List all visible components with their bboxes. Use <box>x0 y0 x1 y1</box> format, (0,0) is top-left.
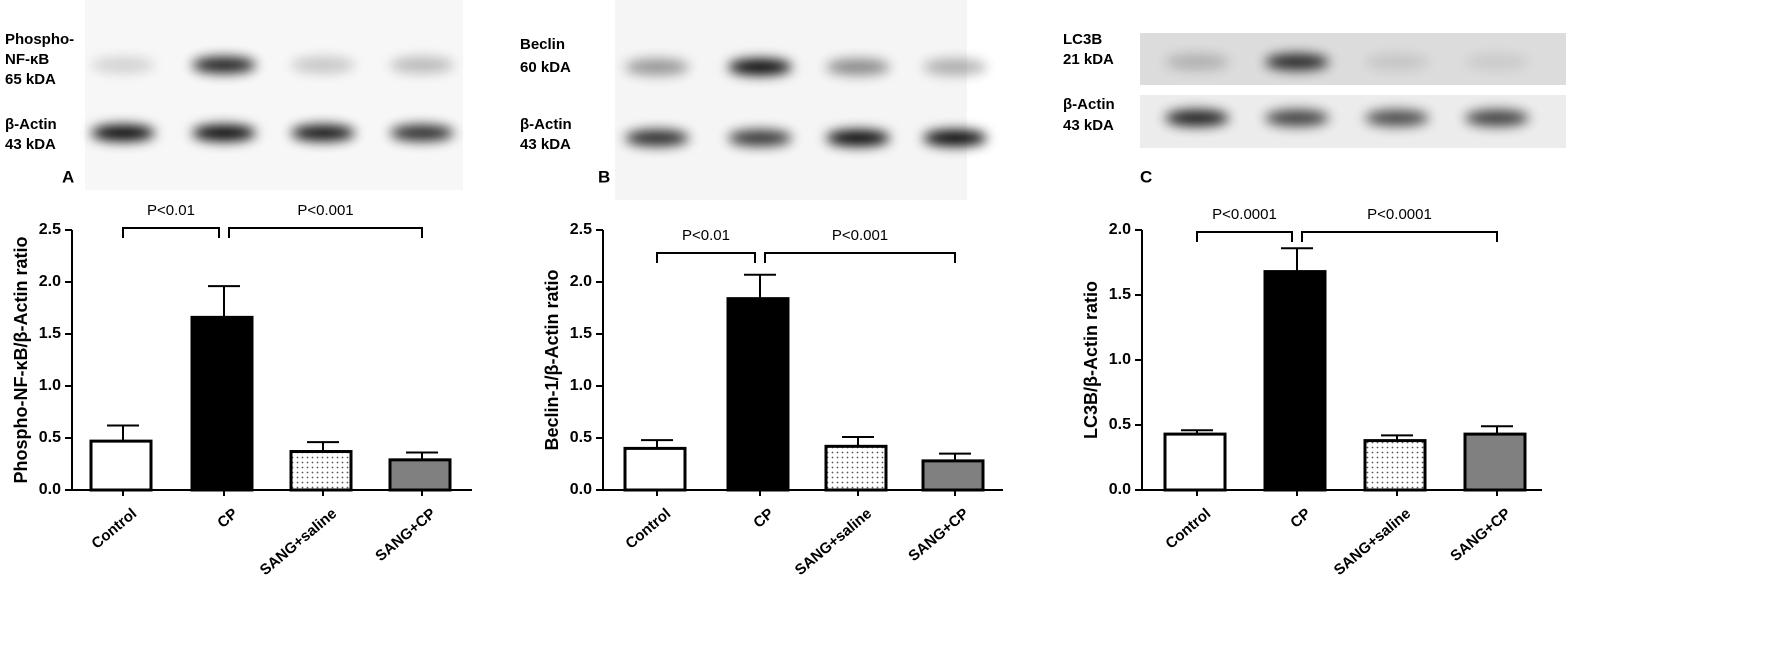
bar <box>1363 439 1427 492</box>
blot-band <box>728 59 792 75</box>
y-tick-label: 1.5 <box>39 325 61 342</box>
blot-band <box>1365 54 1429 70</box>
blot-band <box>625 130 689 146</box>
bar <box>190 315 254 492</box>
blot-image <box>615 0 967 200</box>
blot-label: Beclin <box>520 36 565 53</box>
y-axis-label: LC3B/β-Actin ratio <box>1081 281 1101 439</box>
x-tick-label: SANG+CP <box>372 505 439 565</box>
bar <box>623 446 687 492</box>
y-tick-label: 2.5 <box>570 221 592 238</box>
y-tick-label: 2.0 <box>1109 221 1131 238</box>
significance-bracket <box>656 252 756 263</box>
y-axis-label: Beclin-1/β-Actin ratio <box>542 269 562 450</box>
blot-band <box>1365 110 1429 126</box>
x-tick-label: CP <box>1287 505 1314 531</box>
y-tick-label: 1.0 <box>39 377 61 394</box>
y-tick-label: 1.0 <box>570 377 592 394</box>
blot-band <box>390 125 454 141</box>
y-tick-label: 0.5 <box>39 429 61 446</box>
x-tick-label: SANG+CP <box>905 505 972 565</box>
y-tick-label: 0.5 <box>1109 416 1131 433</box>
blot-label: 43 kDA <box>520 136 571 153</box>
y-tick-label: 0.0 <box>39 481 61 498</box>
y-tick-label: 2.0 <box>39 273 61 290</box>
y-tick-label: 2.0 <box>570 273 592 290</box>
blot-band <box>625 59 689 75</box>
blot-label: β-Actin <box>520 116 572 133</box>
blot-band <box>923 59 987 75</box>
blot-label: 43 kDA <box>1063 117 1114 134</box>
blot-band <box>1165 54 1229 70</box>
bar <box>726 297 790 492</box>
blot-band <box>91 125 155 141</box>
panel-letter: C <box>1140 167 1152 186</box>
panel-letter: A <box>62 167 74 186</box>
blot-label: β-Actin <box>1063 96 1115 113</box>
significance-label: P<0.0001 <box>1367 206 1432 223</box>
significance-bracket <box>122 227 220 238</box>
blot-band <box>1265 110 1329 126</box>
blot-label: β-Actin <box>5 116 57 133</box>
blot-band <box>291 125 355 141</box>
significance-label: P<0.001 <box>832 227 888 244</box>
blot-band <box>291 57 355 73</box>
blot-band <box>91 57 155 73</box>
y-axis-label: Phospho-NF-κB/β-Actin ratio <box>11 236 31 483</box>
blot-band <box>923 130 987 146</box>
x-tick-label: Control <box>1162 505 1214 552</box>
significance-label: P<0.01 <box>147 202 195 219</box>
y-tick-label: 1.0 <box>1109 351 1131 368</box>
blot-band <box>192 57 256 73</box>
blot-band <box>1465 54 1529 70</box>
significance-label: P<0.01 <box>682 227 730 244</box>
blot-label: 43 kDA <box>5 136 56 153</box>
blot-label: Phospho- <box>5 31 74 48</box>
blot-image <box>85 0 463 190</box>
x-tick-label: SANG+saline <box>257 505 340 579</box>
blot-band <box>1465 110 1529 126</box>
blot-band <box>192 125 256 141</box>
significance-bracket <box>1196 231 1293 242</box>
bar <box>388 458 452 492</box>
x-tick-label: SANG+saline <box>792 505 875 579</box>
bar <box>824 444 888 492</box>
blot-label: 21 kDA <box>1063 51 1114 68</box>
y-tick-label: 1.5 <box>570 325 592 342</box>
bar <box>89 439 153 492</box>
significance-bracket <box>228 227 423 238</box>
blot-band <box>1165 110 1229 126</box>
y-tick-label: 1.5 <box>1109 286 1131 303</box>
blot-band <box>390 57 454 73</box>
blot-label: NF-κB <box>5 51 49 68</box>
significance-bracket <box>1301 231 1498 242</box>
bar <box>921 459 985 492</box>
blot-band <box>826 130 890 146</box>
x-tick-label: SANG+saline <box>1331 505 1414 579</box>
significance-bracket <box>764 252 956 263</box>
x-tick-label: SANG+CP <box>1447 505 1514 565</box>
x-tick-label: Control <box>88 505 140 552</box>
blot-band <box>826 59 890 75</box>
y-tick-label: 0.0 <box>1109 481 1131 498</box>
panel-letter: B <box>598 167 610 186</box>
bar <box>289 450 353 492</box>
bar <box>1463 432 1527 492</box>
blot-label: 60 kDA <box>520 59 571 76</box>
blot-band <box>728 130 792 146</box>
y-tick-label: 0.0 <box>570 481 592 498</box>
y-tick-label: 2.5 <box>39 221 61 238</box>
x-tick-label: Control <box>622 505 674 552</box>
x-tick-label: CP <box>214 505 241 531</box>
x-tick-label: CP <box>750 505 777 531</box>
bar <box>1263 270 1327 492</box>
blot-label: 65 kDA <box>5 71 56 88</box>
blot-label: LC3B <box>1063 31 1102 48</box>
blot-band <box>1265 54 1329 70</box>
significance-label: P<0.001 <box>297 202 353 219</box>
y-tick-label: 0.5 <box>570 429 592 446</box>
bar <box>1163 432 1227 492</box>
significance-label: P<0.0001 <box>1212 206 1277 223</box>
